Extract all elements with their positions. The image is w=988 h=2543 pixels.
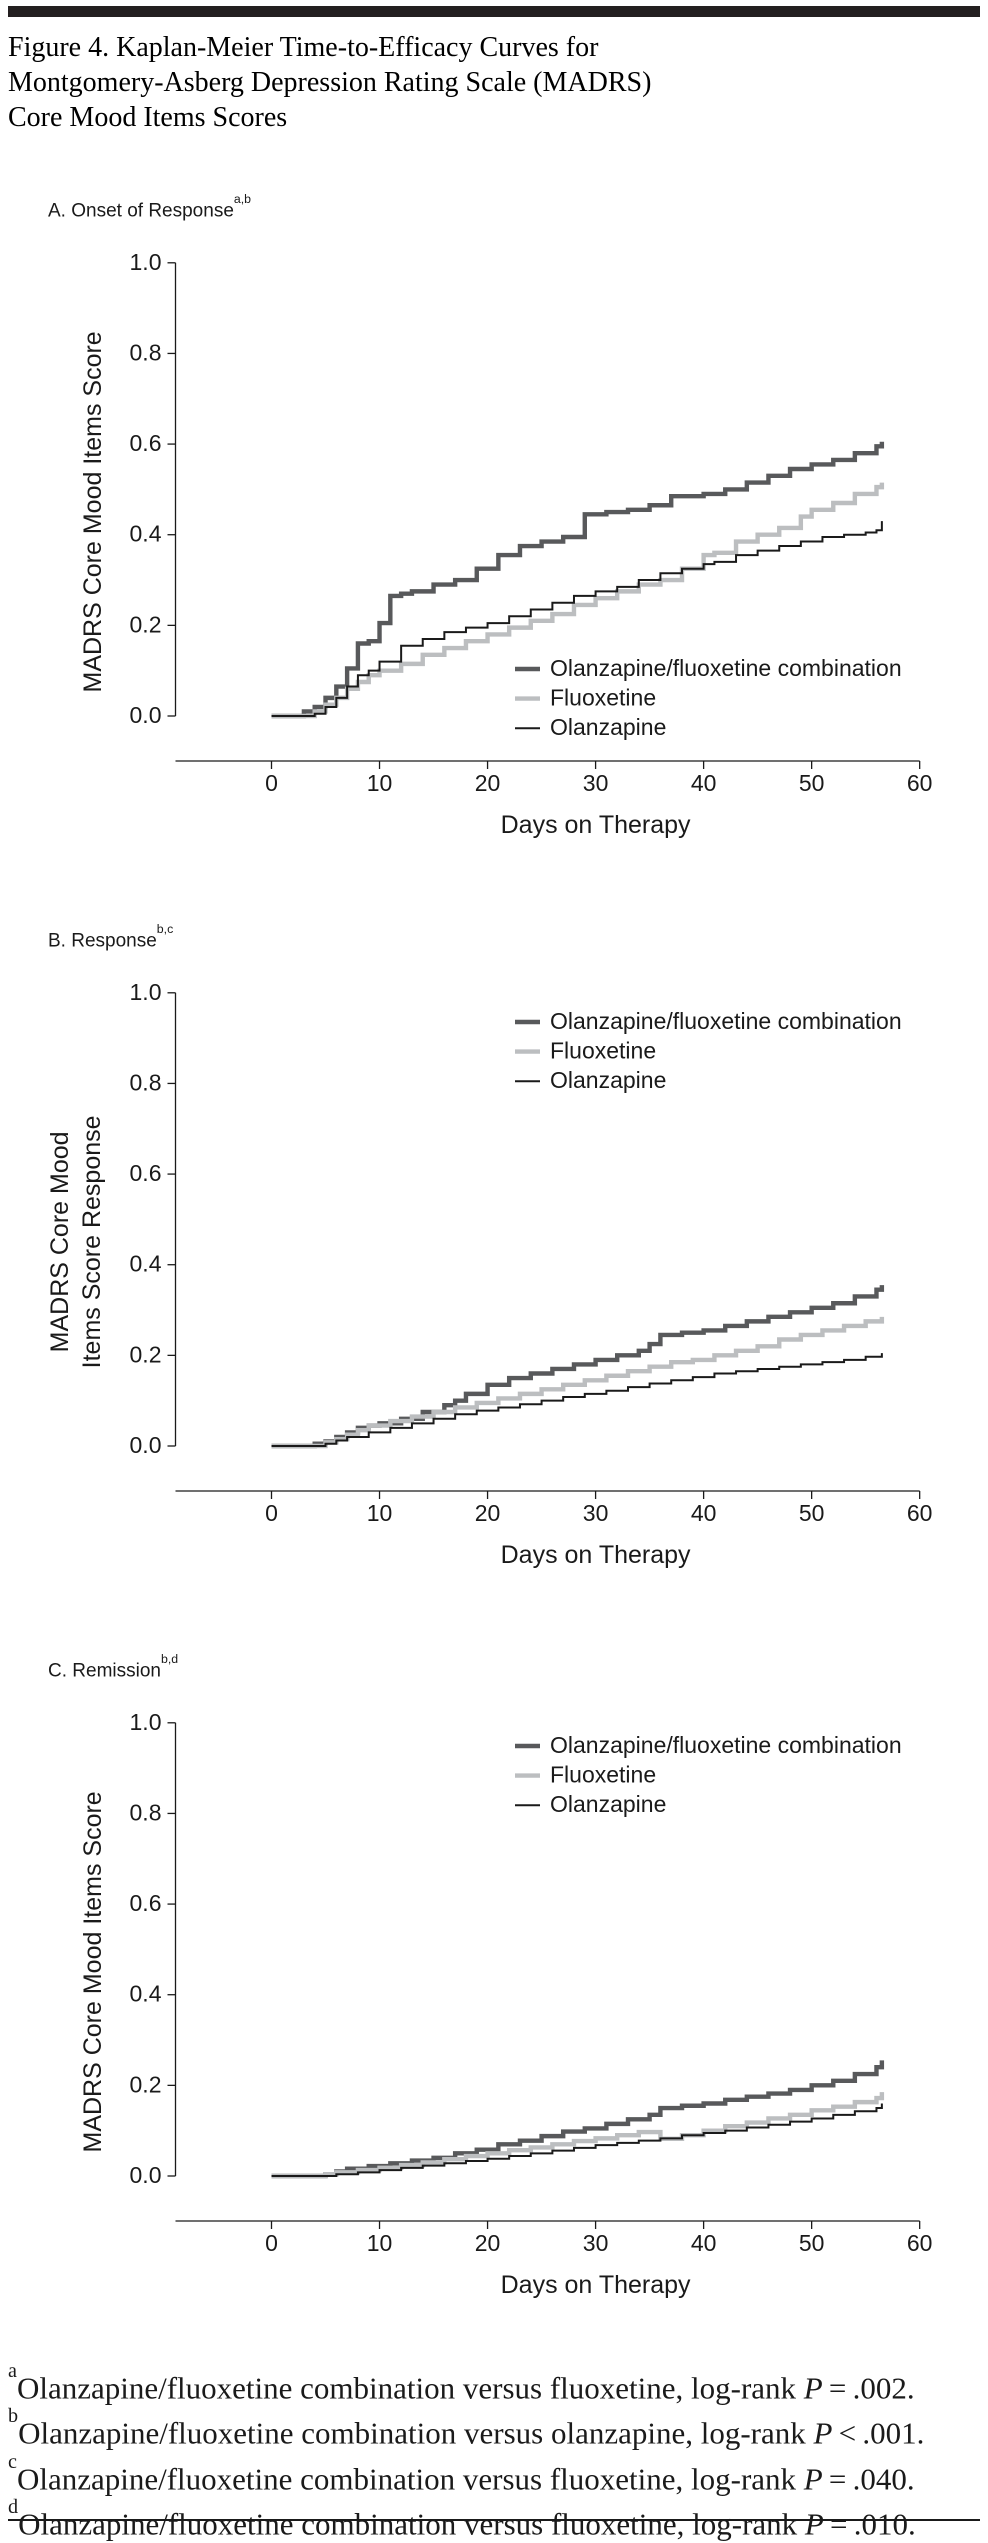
svg-text:Days on Therapy: Days on Therapy [501,1541,691,1569]
svg-text:0.6: 0.6 [130,430,162,456]
svg-text:0.4: 0.4 [130,521,162,547]
svg-text:10: 10 [367,1500,393,1526]
svg-text:30: 30 [583,1500,609,1526]
svg-text:0.6: 0.6 [130,1890,162,1916]
svg-text:40: 40 [691,2230,717,2256]
svg-text:Fluoxetine: Fluoxetine [550,685,656,711]
svg-text:0.0: 0.0 [130,702,162,728]
svg-text:50: 50 [799,2230,825,2256]
svg-text:20: 20 [475,770,501,796]
svg-text:0.0: 0.0 [130,1432,162,1458]
svg-text:20: 20 [475,2230,501,2256]
svg-text:0.0: 0.0 [130,2162,162,2188]
svg-text:1.0: 1.0 [130,979,162,1005]
svg-text:0.8: 0.8 [130,1799,162,1825]
svg-text:MADRS Core Mood: MADRS Core Mood [46,1131,74,1352]
svg-text:1.0: 1.0 [130,1709,162,1735]
svg-text:Olanzapine: Olanzapine [550,1067,666,1093]
svg-text:0.4: 0.4 [130,1251,162,1277]
svg-text:1.0: 1.0 [130,249,162,275]
svg-text:0.2: 0.2 [130,611,162,637]
svg-text:0.6: 0.6 [130,1160,162,1186]
svg-text:10: 10 [367,2230,393,2256]
svg-text:0.2: 0.2 [130,2071,162,2097]
svg-text:Days on Therapy: Days on Therapy [501,2271,691,2299]
svg-text:50: 50 [799,770,825,796]
svg-text:50: 50 [799,1500,825,1526]
svg-text:30: 30 [583,770,609,796]
svg-text:Olanzapine/fluoxetine combinat: Olanzapine/fluoxetine combination [550,1008,902,1034]
svg-text:0.8: 0.8 [130,339,162,365]
svg-text:10: 10 [367,770,393,796]
svg-text:0: 0 [265,2230,278,2256]
svg-text:Olanzapine/fluoxetine combinat: Olanzapine/fluoxetine combination [550,655,902,681]
svg-text:0.8: 0.8 [130,1069,162,1095]
svg-text:20: 20 [475,1500,501,1526]
svg-text:Olanzapine: Olanzapine [550,1791,666,1817]
svg-text:0: 0 [265,1500,278,1526]
svg-text:MADRS Core Mood Items Score: MADRS Core Mood Items Score [79,1791,107,2152]
svg-text:Olanzapine/fluoxetine combinat: Olanzapine/fluoxetine combination [550,1732,902,1758]
svg-text:60: 60 [907,1500,933,1526]
svg-text:0.2: 0.2 [130,1341,162,1367]
svg-text:40: 40 [691,770,717,796]
svg-text:60: 60 [907,2230,933,2256]
svg-text:0.4: 0.4 [130,1981,162,2007]
svg-text:60: 60 [907,770,933,796]
svg-text:0: 0 [265,770,278,796]
svg-text:MADRS Core Mood Items Score: MADRS Core Mood Items Score [79,331,107,692]
svg-text:Fluoxetine: Fluoxetine [550,1038,656,1064]
svg-text:Fluoxetine: Fluoxetine [550,1762,656,1788]
svg-text:Items Score Response: Items Score Response [78,1115,106,1368]
svg-text:Olanzapine: Olanzapine [550,714,666,740]
svg-text:40: 40 [691,1500,717,1526]
svg-text:Days on Therapy: Days on Therapy [501,811,691,839]
svg-text:30: 30 [583,2230,609,2256]
